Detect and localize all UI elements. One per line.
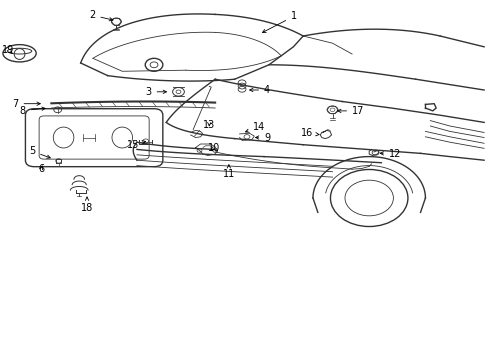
Text: 6: 6 bbox=[38, 164, 44, 174]
Text: 16: 16 bbox=[300, 128, 319, 138]
Text: 13: 13 bbox=[203, 120, 215, 130]
Text: 4: 4 bbox=[249, 85, 270, 95]
Text: 3: 3 bbox=[145, 87, 166, 97]
Text: 8: 8 bbox=[20, 105, 45, 116]
Text: 9: 9 bbox=[255, 132, 270, 143]
Text: 12: 12 bbox=[380, 149, 400, 159]
Text: 11: 11 bbox=[222, 165, 235, 179]
Text: 5: 5 bbox=[29, 146, 50, 158]
Text: 14: 14 bbox=[245, 122, 265, 132]
Text: 1: 1 bbox=[262, 11, 297, 32]
Text: 2: 2 bbox=[89, 10, 113, 21]
Text: 19: 19 bbox=[2, 45, 15, 55]
Text: 17: 17 bbox=[337, 106, 364, 116]
Text: 15: 15 bbox=[127, 140, 145, 150]
Text: 7: 7 bbox=[12, 99, 40, 109]
Text: 18: 18 bbox=[81, 197, 93, 213]
Text: 10: 10 bbox=[207, 143, 220, 153]
